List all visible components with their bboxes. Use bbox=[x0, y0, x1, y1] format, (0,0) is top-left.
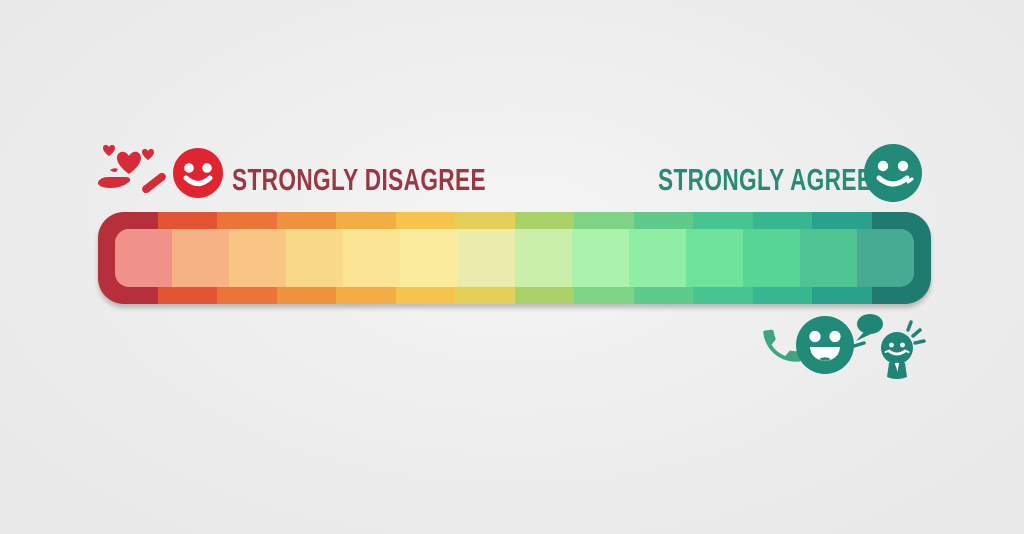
scale-segment bbox=[286, 229, 344, 287]
scale-segment bbox=[229, 229, 287, 287]
scale-segment bbox=[571, 229, 629, 287]
scale-segment bbox=[857, 229, 914, 287]
strongly-agree-label: STRONGLY AGREE bbox=[658, 162, 873, 197]
speech-bubble-idea-person-icon bbox=[848, 308, 928, 388]
scale-segment bbox=[685, 229, 743, 287]
phone-icon bbox=[757, 321, 807, 371]
hand-with-hearts-icon bbox=[96, 140, 172, 202]
red-smiley-icon bbox=[172, 147, 224, 199]
scale-segment bbox=[343, 229, 401, 287]
scale-segment bbox=[514, 229, 572, 287]
scale-segment bbox=[742, 229, 800, 287]
scale-segment bbox=[799, 229, 858, 287]
laughing-smiley-icon bbox=[795, 315, 855, 375]
scale-segment bbox=[172, 229, 230, 287]
scale-segment bbox=[400, 229, 458, 287]
teal-smiley-icon bbox=[863, 143, 923, 203]
scale-segment bbox=[628, 229, 686, 287]
scale-segment bbox=[115, 229, 173, 287]
scale-segment bbox=[457, 229, 515, 287]
strongly-disagree-label: STRONGLY DISAGREE bbox=[232, 162, 486, 197]
scale-bar-track bbox=[115, 229, 914, 287]
